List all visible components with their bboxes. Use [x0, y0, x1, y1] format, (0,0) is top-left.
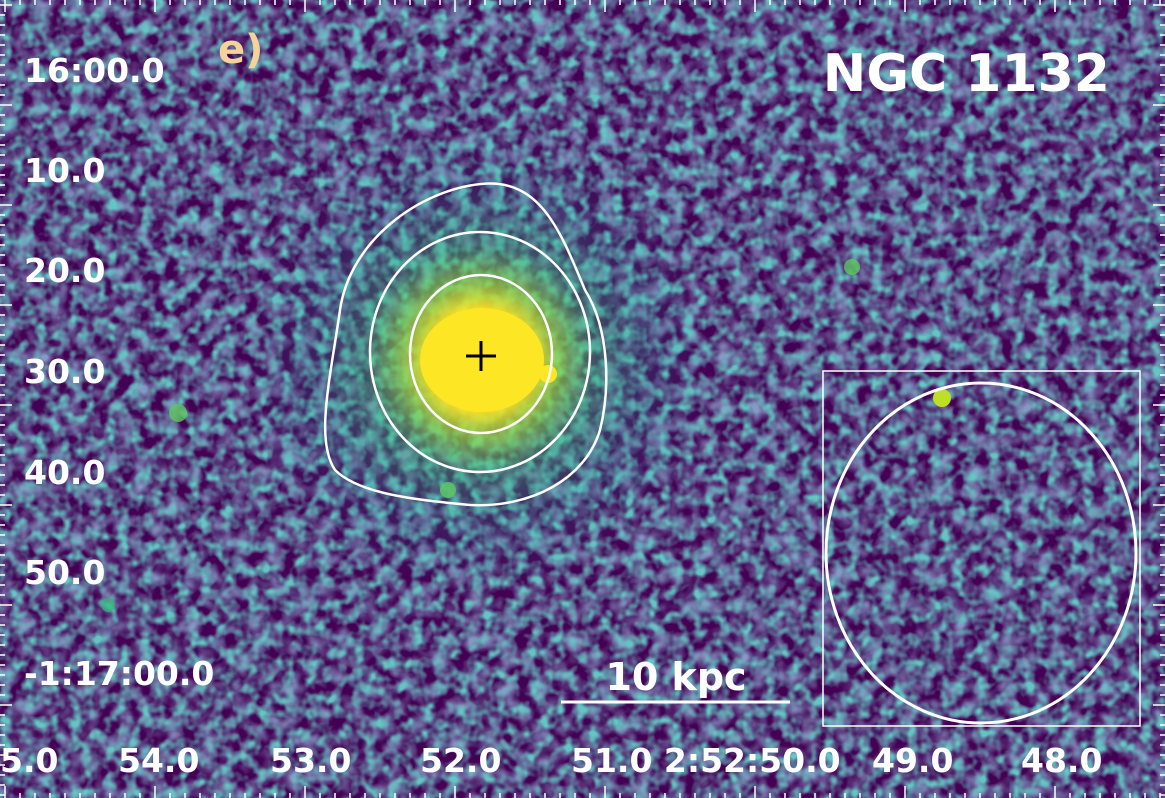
contour-inner — [408, 273, 554, 435]
ra-tick-label: 52.0 — [420, 741, 501, 780]
point-source — [440, 482, 456, 498]
scale-bar-label: 10 kpc — [605, 655, 746, 699]
ra-tick-label: 51.0 2:52:50.0 — [571, 741, 841, 780]
dec-tick-label: 40.0 — [24, 453, 105, 492]
dec-tick-label: 30.0 — [24, 352, 105, 391]
ra-tick-label: 53.0 — [270, 741, 351, 780]
background-region-box — [822, 370, 1141, 727]
dec-tick-label: 10.0 — [24, 151, 105, 190]
dec-tick-label: 16:00.0 — [24, 51, 165, 90]
point-source — [169, 404, 187, 422]
point-source — [933, 389, 951, 407]
ra-tick-label: 49.0 — [872, 741, 953, 780]
point-source — [844, 259, 860, 275]
dec-tick-label: 50.0 — [24, 553, 105, 592]
ra-tick-label: 5.0 — [0, 741, 58, 780]
ra-tick-label: 54.0 — [118, 741, 199, 780]
center-cross-marker — [466, 341, 496, 371]
panel-label: e) — [218, 27, 263, 73]
contour-set — [323, 182, 608, 507]
point-source — [101, 598, 115, 612]
contour-outer — [323, 182, 608, 507]
contour-middle — [368, 230, 592, 474]
dec-axis-labels: 16:00.0 10.0 20.0 30.0 40.0 50.0 -1:17:0… — [24, 51, 214, 693]
object-title: NGC 1132 — [823, 44, 1110, 104]
background-region-ellipse — [824, 381, 1138, 725]
point-source — [539, 365, 557, 383]
dec-tick-label: 20.0 — [24, 251, 105, 290]
ra-tick-label: 48.0 — [1021, 741, 1102, 780]
ra-axis-labels: 5.0 54.0 53.0 52.0 51.0 2:52:50.0 49.0 4… — [0, 741, 1102, 780]
dec-tick-label: -1:17:00.0 — [24, 654, 214, 693]
